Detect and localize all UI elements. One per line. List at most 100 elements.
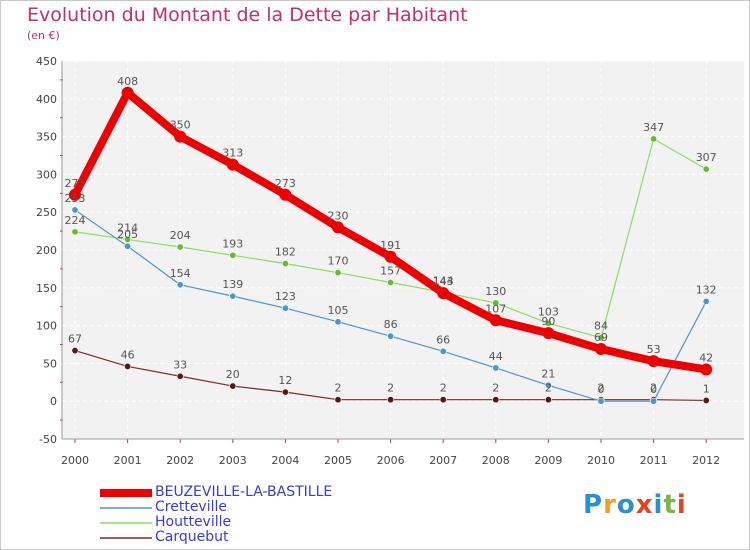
legend-label: Houtteville (155, 514, 232, 530)
y-tick-label: 250 (36, 206, 57, 219)
legend-item: Cretteville (100, 500, 332, 515)
data-label: 2 (492, 382, 499, 395)
data-point (437, 287, 450, 300)
legend-item: Carquebut (100, 530, 332, 545)
data-point (176, 372, 184, 380)
data-point (124, 242, 132, 250)
data-label: 2 (440, 382, 447, 395)
legend-swatch (100, 522, 152, 524)
data-point (334, 269, 342, 277)
data-point (387, 332, 395, 340)
data-label: 273 (65, 177, 86, 190)
data-label: 2 (598, 382, 605, 395)
data-label: 230 (328, 209, 349, 222)
data-label: 103 (538, 305, 559, 318)
y-tick-label: -50 (39, 433, 57, 446)
data-label: 205 (117, 228, 138, 241)
data-label: 182 (275, 246, 296, 259)
x-tick-label: 2007 (429, 454, 457, 467)
data-label: 66 (436, 333, 450, 346)
data-point (279, 188, 292, 201)
data-point (71, 228, 79, 236)
data-label: 132 (696, 283, 717, 296)
data-label: 170 (328, 255, 349, 268)
data-label: 307 (696, 151, 717, 164)
data-label: 84 (594, 320, 608, 333)
data-label: 107 (485, 302, 506, 315)
data-label: 44 (489, 350, 503, 363)
x-tick-label: 2000 (61, 454, 89, 467)
data-point (384, 250, 397, 263)
data-point (647, 355, 660, 368)
legend: BEUZEVILLE-LA-BASTILLE Cretteville Houtt… (100, 485, 332, 545)
data-label: 408 (117, 75, 138, 88)
data-label: 350 (170, 119, 191, 132)
y-tick-label: 450 (36, 55, 57, 68)
data-point (334, 318, 342, 326)
y-tick-label: 400 (36, 93, 57, 106)
data-label: 69 (594, 331, 608, 344)
y-tick-label: 150 (36, 282, 57, 295)
data-point (69, 188, 81, 201)
data-point (176, 281, 184, 289)
legend-swatch (100, 489, 152, 497)
data-point (595, 343, 607, 356)
logo-letter: i (653, 490, 664, 520)
data-label: 157 (380, 265, 401, 278)
chart-subtitle: (en €) (27, 29, 60, 42)
data-label: 86 (384, 318, 398, 331)
data-label: 130 (485, 285, 506, 298)
data-point (492, 396, 500, 404)
legend-item: BEUZEVILLE-LA-BASTILLE (100, 485, 332, 500)
y-tick-label: 100 (36, 320, 57, 333)
data-point (702, 297, 710, 305)
data-label: 191 (380, 239, 401, 252)
data-point (229, 292, 237, 300)
data-label: 143 (433, 275, 454, 288)
legend-swatch (100, 537, 152, 539)
data-label: 33 (173, 358, 187, 371)
data-point (439, 396, 447, 404)
data-point (492, 364, 500, 372)
x-tick-label: 2006 (377, 454, 405, 467)
chart-title: Evolution du Montant de la Dette par Hab… (27, 4, 468, 26)
data-point (176, 243, 184, 251)
data-label: 21 (541, 367, 555, 380)
data-point (387, 279, 395, 287)
x-tick-label: 2004 (271, 454, 299, 467)
logo-letter: x (635, 490, 654, 520)
x-tick-label: 2002 (166, 454, 194, 467)
data-label: 2 (650, 382, 657, 395)
x-tick-label: 2010 (587, 454, 615, 467)
data-point (702, 396, 710, 404)
data-label: 90 (541, 315, 555, 328)
logo-letter: i (676, 490, 687, 520)
data-point (121, 86, 134, 99)
data-label: 193 (222, 237, 243, 250)
data-point (332, 221, 344, 234)
data-point (124, 235, 132, 243)
data-point (124, 362, 132, 370)
x-tick-label: 2001 (114, 454, 142, 467)
data-point (229, 382, 237, 390)
data-label: 105 (328, 304, 349, 317)
data-label: 347 (643, 121, 664, 134)
data-point (334, 396, 342, 404)
data-point (281, 388, 289, 396)
legend-label: BEUZEVILLE-LA-BASTILLE (155, 484, 333, 500)
data-label: 12 (278, 374, 292, 387)
logo-letter: o (616, 490, 636, 520)
data-label: 67 (68, 333, 82, 346)
data-point (542, 327, 555, 340)
data-label: 123 (275, 290, 296, 303)
data-point (544, 396, 552, 404)
legend-swatch (100, 507, 152, 509)
data-label: 42 (699, 351, 713, 364)
x-tick-label: 2009 (534, 454, 562, 467)
proxiti-logo: Proxiti (583, 490, 687, 520)
data-point (281, 260, 289, 268)
y-tick-label: 50 (43, 357, 57, 370)
data-point (489, 314, 502, 327)
y-tick-label: 350 (36, 131, 57, 144)
